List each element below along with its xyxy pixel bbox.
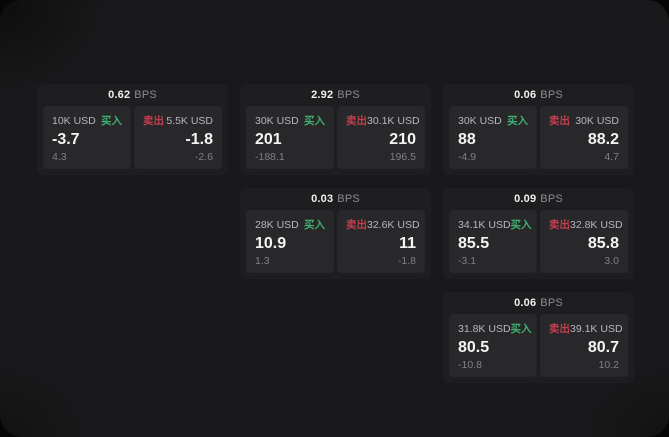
spread-value: 2.92 [311, 89, 334, 101]
buy-side-label: 买入 [510, 323, 532, 335]
buy-panel[interactable]: 30K USD 买入 201 -188.1 [246, 106, 334, 169]
spread-unit: BPS [540, 89, 563, 101]
quote-card: 0.09 BPS 34.1K USD 买入 85.5 -3.1 卖出 32.8K… [443, 188, 634, 279]
sell-price: 11 [399, 234, 416, 252]
sell-side-label: 卖出 [549, 219, 570, 231]
buy-side-label: 买入 [101, 115, 122, 127]
spread-value: 0.62 [108, 89, 131, 101]
spread-header: 0.09 BPS [443, 188, 634, 210]
sell-change: 4.7 [604, 151, 619, 163]
buy-change: -3.1 [458, 255, 477, 267]
buy-price: 201 [255, 130, 282, 148]
spread-unit: BPS [134, 89, 157, 101]
spread-unit: BPS [337, 89, 360, 101]
sell-amount: 32.8K USD [570, 218, 623, 231]
buy-price: 80.5 [458, 338, 490, 356]
sell-panel[interactable]: 卖出 32.8K USD 85.8 3.0 [540, 210, 628, 273]
sell-price: 88.2 [587, 130, 619, 148]
sell-side-label: 卖出 [143, 115, 164, 127]
quote-card: 0.62 BPS 10K USD 买入 -3.7 4.3 卖出 5.5K USD… [37, 84, 228, 175]
sell-panel[interactable]: 卖出 39.1K USD 80.7 10.2 [540, 314, 628, 377]
sell-side-label: 卖出 [549, 115, 570, 127]
buy-price: 88 [458, 130, 476, 148]
sell-price: 85.8 [587, 234, 619, 252]
buy-side-label: 买入 [510, 219, 532, 231]
sell-change: -2.6 [194, 151, 213, 163]
sell-change: 10.2 [598, 359, 619, 371]
sell-amount: 30.1K USD [367, 114, 420, 127]
quote-card: 0.06 BPS 31.8K USD 买入 80.5 -10.8 卖出 39.1… [443, 292, 634, 383]
spread-header: 0.06 BPS [443, 84, 634, 106]
buy-change: 1.3 [255, 255, 270, 267]
sell-panel[interactable]: 卖出 30K USD 88.2 4.7 [540, 106, 628, 169]
quote-card: 0.06 BPS 30K USD 买入 88 -4.9 卖出 30K USD 8… [443, 84, 634, 175]
sell-price: 80.7 [587, 338, 619, 356]
spread-unit: BPS [540, 297, 563, 309]
sell-panel[interactable]: 卖出 30.1K USD 210 196.5 [337, 106, 425, 169]
buy-panel[interactable]: 34.1K USD 买入 85.5 -3.1 [449, 210, 537, 273]
sell-side-label: 卖出 [346, 219, 367, 231]
spread-header: 2.92 BPS [240, 84, 431, 106]
spread-header: 0.06 BPS [443, 292, 634, 314]
quote-panels: 28K USD 买入 10.9 1.3 卖出 32.6K USD 11 -1.8 [246, 210, 425, 273]
buy-price: -3.7 [52, 130, 80, 148]
buy-amount: 30K USD [458, 114, 502, 127]
quote-card: 0.03 BPS 28K USD 买入 10.9 1.3 卖出 32.6K US… [240, 188, 431, 279]
buy-side-label: 买入 [304, 115, 325, 127]
sell-change: 3.0 [604, 255, 619, 267]
buy-panel[interactable]: 10K USD 买入 -3.7 4.3 [43, 106, 131, 169]
sell-price: 210 [389, 130, 416, 148]
quote-panels: 30K USD 买入 88 -4.9 卖出 30K USD 88.2 4.7 [449, 106, 628, 169]
spread-value: 0.03 [311, 193, 334, 205]
sell-change: 196.5 [389, 151, 416, 163]
buy-side-label: 买入 [304, 219, 325, 231]
sell-price: -1.8 [185, 130, 213, 148]
sell-amount: 39.1K USD [570, 322, 623, 335]
spread-unit: BPS [337, 193, 360, 205]
quote-card: 2.92 BPS 30K USD 买入 201 -188.1 卖出 30.1K … [240, 84, 431, 175]
sell-panel[interactable]: 卖出 5.5K USD -1.8 -2.6 [134, 106, 222, 169]
spread-value: 0.06 [514, 89, 537, 101]
spread-header: 0.62 BPS [37, 84, 228, 106]
quote-panels: 34.1K USD 买入 85.5 -3.1 卖出 32.8K USD 85.8… [449, 210, 628, 273]
quote-panels: 10K USD 买入 -3.7 4.3 卖出 5.5K USD -1.8 -2.… [43, 106, 222, 169]
buy-side-label: 买入 [507, 115, 528, 127]
sell-amount: 30K USD [575, 114, 619, 127]
buy-price: 10.9 [255, 234, 287, 252]
sell-change: -1.8 [397, 255, 416, 267]
quote-panels: 30K USD 买入 201 -188.1 卖出 30.1K USD 210 1… [246, 106, 425, 169]
buy-panel[interactable]: 30K USD 买入 88 -4.9 [449, 106, 537, 169]
spread-unit: BPS [540, 193, 563, 205]
buy-change: -188.1 [255, 151, 285, 163]
buy-amount: 34.1K USD [458, 218, 511, 231]
buy-amount: 31.8K USD [458, 322, 511, 335]
buy-change: -4.9 [458, 151, 477, 163]
sell-panel[interactable]: 卖出 32.6K USD 11 -1.8 [337, 210, 425, 273]
sell-amount: 32.6K USD [367, 218, 420, 231]
buy-change: -10.8 [458, 359, 482, 371]
buy-panel[interactable]: 28K USD 买入 10.9 1.3 [246, 210, 334, 273]
sell-amount: 5.5K USD [166, 114, 213, 127]
buy-change: 4.3 [52, 151, 67, 163]
spread-value: 0.06 [514, 297, 537, 309]
buy-panel[interactable]: 31.8K USD 买入 80.5 -10.8 [449, 314, 537, 377]
spread-value: 0.09 [514, 193, 537, 205]
buy-price: 85.5 [458, 234, 490, 252]
buy-amount: 30K USD [255, 114, 299, 127]
quote-panels: 31.8K USD 买入 80.5 -10.8 卖出 39.1K USD 80.… [449, 314, 628, 377]
buy-amount: 10K USD [52, 114, 96, 127]
sell-side-label: 卖出 [346, 115, 367, 127]
buy-amount: 28K USD [255, 218, 299, 231]
spread-header: 0.03 BPS [240, 188, 431, 210]
sell-side-label: 卖出 [549, 323, 570, 335]
